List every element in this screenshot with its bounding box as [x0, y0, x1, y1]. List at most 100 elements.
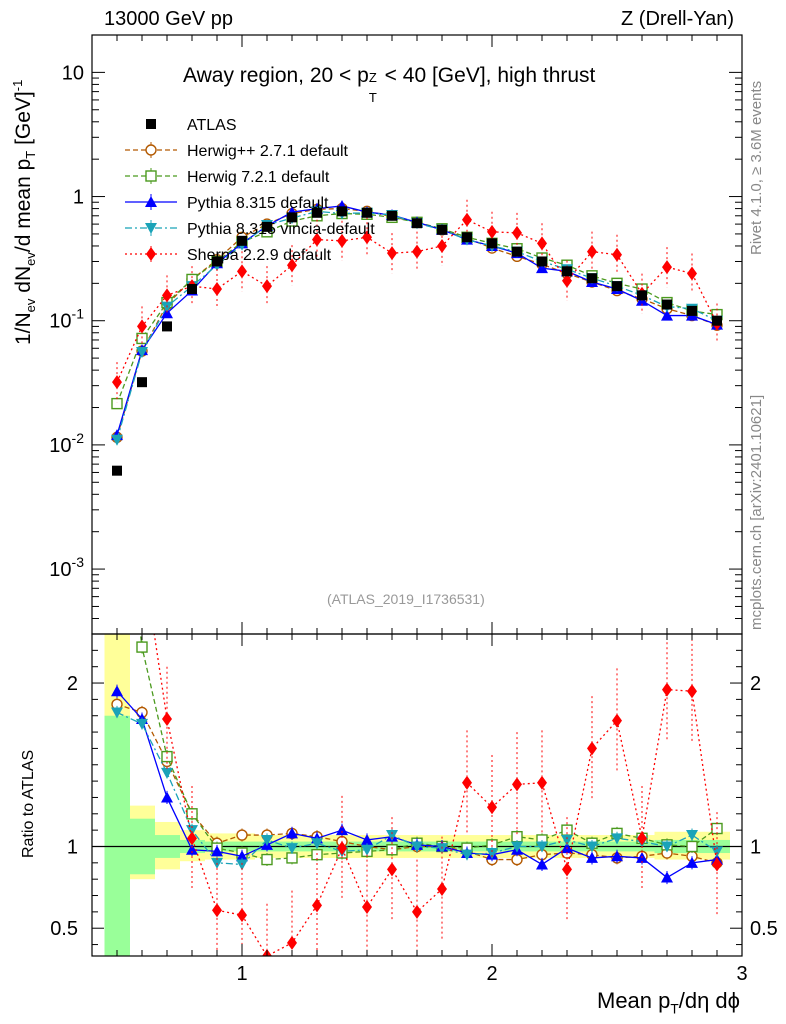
x-axis-title: Mean pT/dη dϕ	[597, 988, 740, 1017]
ratio-y-tick-label: 0.5	[50, 918, 78, 940]
ratio-point	[287, 935, 297, 950]
ratio-point	[637, 831, 647, 846]
data-point-atlas	[437, 224, 447, 235]
data-point-atlas	[312, 207, 322, 218]
legend-marker	[145, 144, 157, 156]
ratio-panel-series	[111, 153, 723, 956]
data-point	[262, 279, 272, 294]
series-line-Pythia 8.315 default	[116, 205, 718, 436]
ratio-point	[261, 853, 273, 866]
ratio-line-Herwig 7.2.1 default	[139, 634, 718, 861]
ratio-point	[136, 718, 148, 730]
data-point-atlas	[362, 207, 372, 218]
data-point	[161, 307, 173, 319]
data-point-atlas	[387, 210, 397, 221]
band-inner-bin	[104, 715, 130, 956]
data-point-atlas	[512, 246, 522, 257]
ratio-point	[487, 800, 497, 815]
data-point	[137, 319, 147, 334]
ratio-y-tick-label-right: 2	[750, 673, 761, 695]
ratio-point	[686, 830, 698, 842]
data-point	[312, 232, 322, 247]
data-point	[162, 288, 172, 303]
mcplots-label: mcplots.cern.ch [arXiv:2401.10621]	[748, 394, 765, 630]
ratio-point	[611, 833, 623, 845]
ratio-point	[161, 791, 173, 803]
ratio-point	[611, 850, 623, 862]
x-tick-label: 3	[736, 963, 747, 985]
data-point	[112, 375, 122, 390]
ratio-point	[186, 843, 198, 855]
data-point	[111, 434, 123, 446]
data-point-atlas	[287, 212, 297, 223]
ratio-point	[186, 808, 198, 820]
ratio-point	[386, 830, 398, 842]
ratio-point	[362, 899, 372, 914]
legend-label: ATLAS	[187, 117, 237, 134]
data-point-atlas	[212, 256, 222, 267]
data-point	[512, 225, 522, 240]
ratio-point	[586, 851, 598, 863]
data-point-atlas	[587, 273, 597, 284]
data-point	[362, 230, 372, 245]
legend-label: Pythia 8.315 default	[187, 195, 329, 212]
y-tick-label: 1	[73, 187, 84, 209]
ratio-point	[111, 707, 123, 719]
ratio-point	[361, 844, 373, 856]
data-point-atlas	[637, 290, 647, 301]
ratio-point	[686, 840, 698, 853]
data-point	[412, 244, 422, 259]
data-point	[387, 246, 397, 261]
data-point-atlas	[237, 235, 247, 246]
ratio-point	[537, 775, 547, 790]
data-point-atlas	[612, 281, 622, 292]
ratio-point	[712, 857, 722, 872]
legend-label: Herwig 7.2.1 default	[187, 169, 330, 186]
y-tick-label: 10	[62, 62, 84, 84]
ratio-point	[612, 713, 622, 728]
ratio-point	[211, 845, 223, 857]
data-point	[462, 212, 472, 227]
x-tick-label: 2	[486, 963, 497, 985]
ratio-point	[286, 827, 298, 839]
data-point	[587, 244, 597, 259]
data-point-atlas	[262, 221, 272, 232]
ratio-y-axis-title: Ratio to ATLAS	[20, 749, 37, 858]
ratio-y-tick-label-right: 1	[750, 836, 761, 858]
data-point	[537, 236, 547, 251]
ratio-point	[337, 841, 347, 856]
data-point	[136, 346, 148, 358]
ratio-point	[562, 862, 572, 877]
ratio-point	[361, 833, 373, 845]
ratio-point	[186, 825, 198, 837]
ratio-point	[661, 841, 673, 853]
data-point	[136, 332, 148, 345]
ratio-point	[586, 841, 598, 853]
ratio-point	[336, 824, 348, 836]
ratio-point	[536, 841, 548, 853]
ratio-point	[587, 741, 597, 756]
data-point	[212, 282, 222, 297]
ratio-point	[162, 711, 172, 726]
ratio-point	[112, 153, 122, 167]
data-point	[662, 260, 672, 275]
ratio-point	[437, 881, 447, 896]
data-point-atlas	[687, 305, 697, 316]
ratio-y-tick-label: 1	[67, 836, 78, 858]
ratio-y-tick-label-right: 0.5	[750, 918, 778, 940]
legend-marker	[146, 247, 156, 261]
data-point	[687, 266, 697, 281]
analysis-id: (ATLAS_2019_I1736531)	[327, 591, 485, 607]
ratio-point	[662, 682, 672, 697]
data-point-atlas	[487, 238, 497, 249]
series-line-Sherpa 2.2.9 default	[116, 218, 718, 383]
y-tick-label: 10-2	[49, 430, 84, 457]
data-point	[612, 247, 622, 262]
ratio-point	[312, 898, 322, 913]
legend-label: Pythia 8.315 vincia-default	[187, 221, 375, 238]
main-panel-series	[111, 199, 723, 476]
ratio-point	[137, 545, 147, 559]
legend-marker	[145, 223, 157, 234]
ratio-point	[136, 641, 148, 653]
